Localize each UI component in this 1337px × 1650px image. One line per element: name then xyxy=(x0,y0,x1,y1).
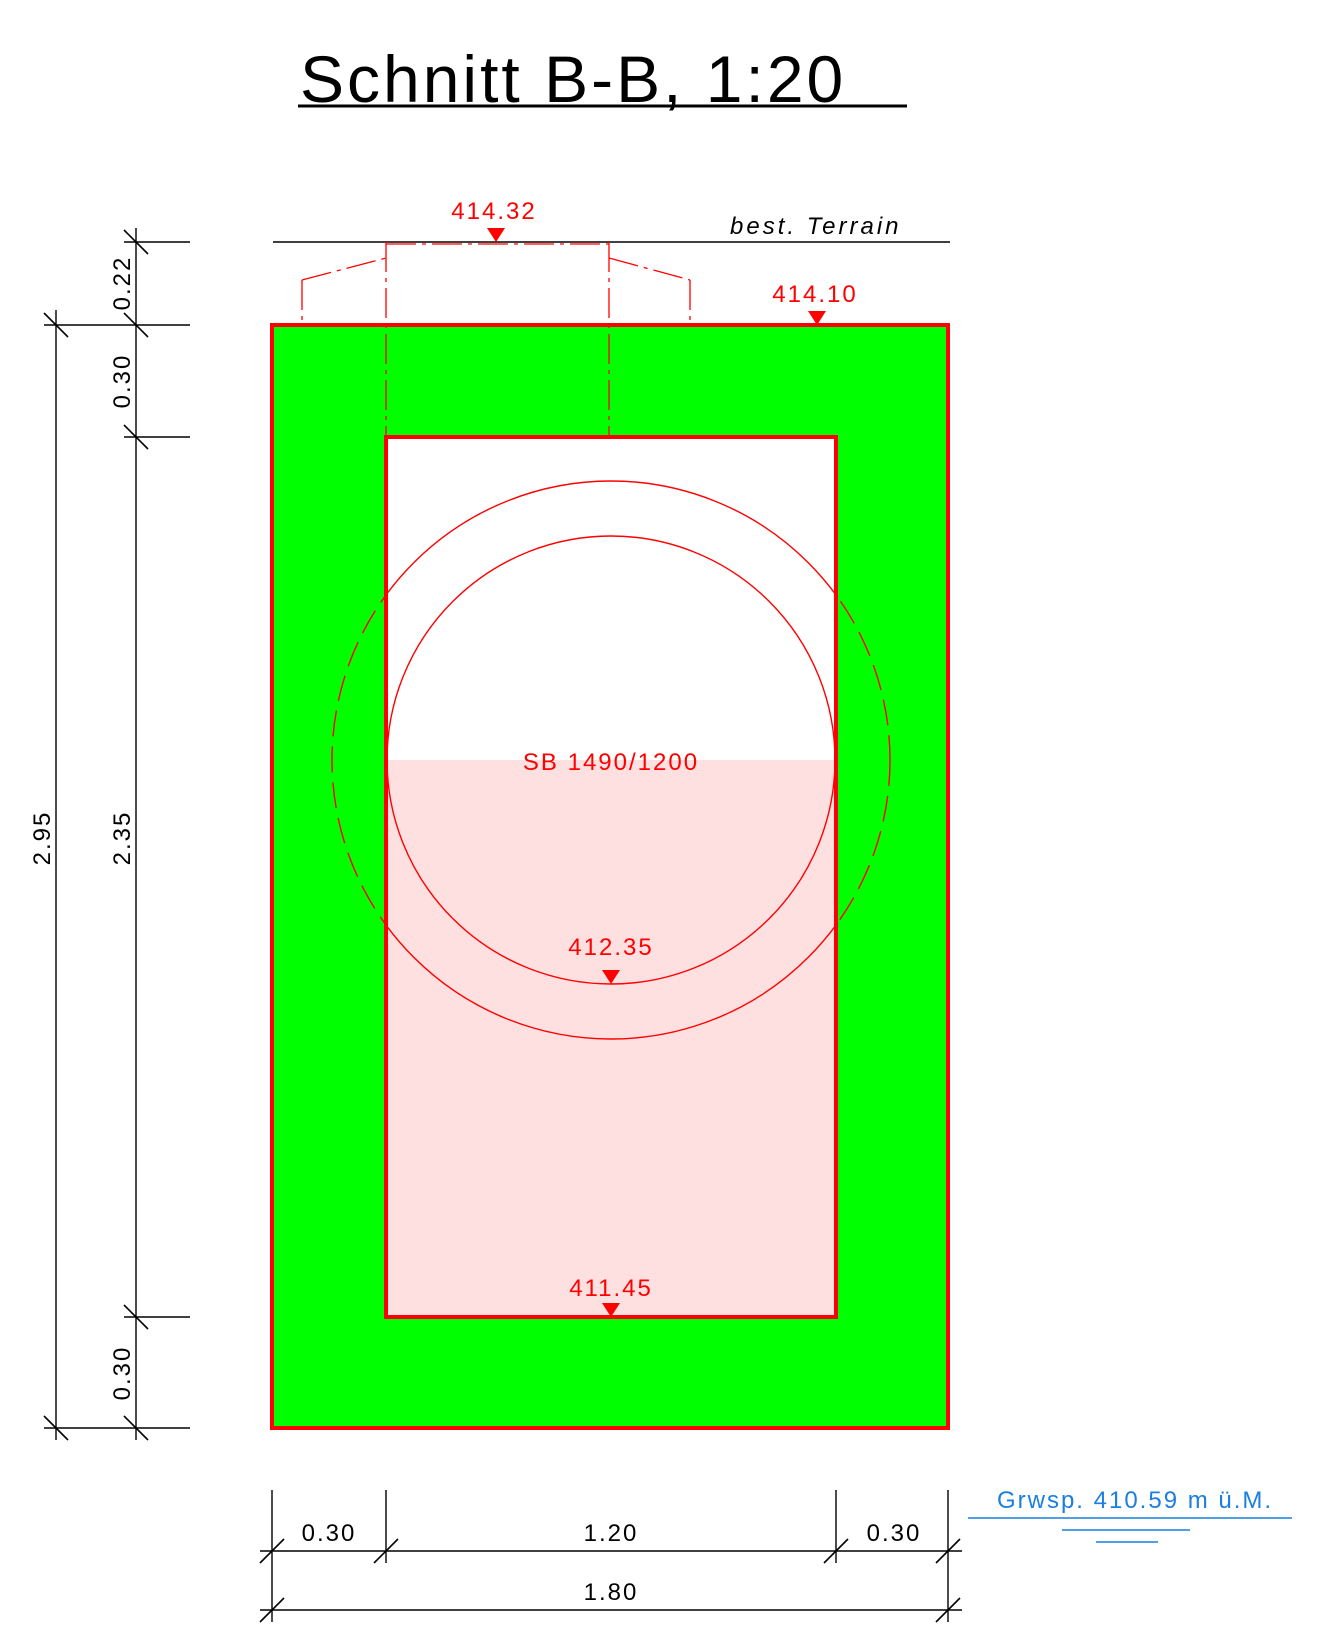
dim-terrain-gap: 0.22 xyxy=(109,256,136,311)
level-pipe-marker xyxy=(602,970,620,984)
pipe-outer-dashed-right xyxy=(836,593,891,927)
pipe-label: SB 1490/1200 xyxy=(523,749,699,776)
outer-outline xyxy=(270,323,950,1430)
vertical-dimension-inner xyxy=(123,228,190,1441)
dim-inner-height: 2.35 xyxy=(109,811,136,866)
dim-bottom-slab: 0.30 xyxy=(109,1346,136,1401)
level-terrain: 414.32 xyxy=(451,198,536,225)
terrain-label: best. Terrain xyxy=(730,213,902,240)
dim-top-slab: 0.30 xyxy=(109,354,136,409)
shaft-outline xyxy=(301,242,691,437)
dim-left-wall: 0.30 xyxy=(302,1520,357,1547)
level-bottom: 411.45 xyxy=(569,1275,653,1302)
dim-right-wall: 0.30 xyxy=(867,1520,922,1547)
dim-total-width: 1.80 xyxy=(584,1579,639,1606)
level-top: 414.10 xyxy=(772,281,857,308)
horizontal-dimension-parts xyxy=(259,1490,962,1564)
concrete-walls xyxy=(272,325,948,1428)
dim-total-height: 2.95 xyxy=(29,811,56,866)
level-pipe-invert: 412.35 xyxy=(568,934,653,961)
level-terrain-marker xyxy=(487,228,505,242)
groundwater-label: Grwsp. 410.59 m ü.M. xyxy=(997,1487,1273,1514)
vertical-dimension-outer xyxy=(43,310,190,1441)
level-bottom-marker xyxy=(602,1303,620,1317)
level-top-marker xyxy=(808,311,826,325)
drawing-title: Schnitt B-B, 1:20 xyxy=(300,42,846,116)
dim-inner-width: 1.20 xyxy=(584,1520,639,1547)
pipe-outer-circle xyxy=(386,480,836,1040)
pipe-outer-dashed-left xyxy=(331,593,386,927)
horizontal-dimension-total xyxy=(259,1563,962,1623)
